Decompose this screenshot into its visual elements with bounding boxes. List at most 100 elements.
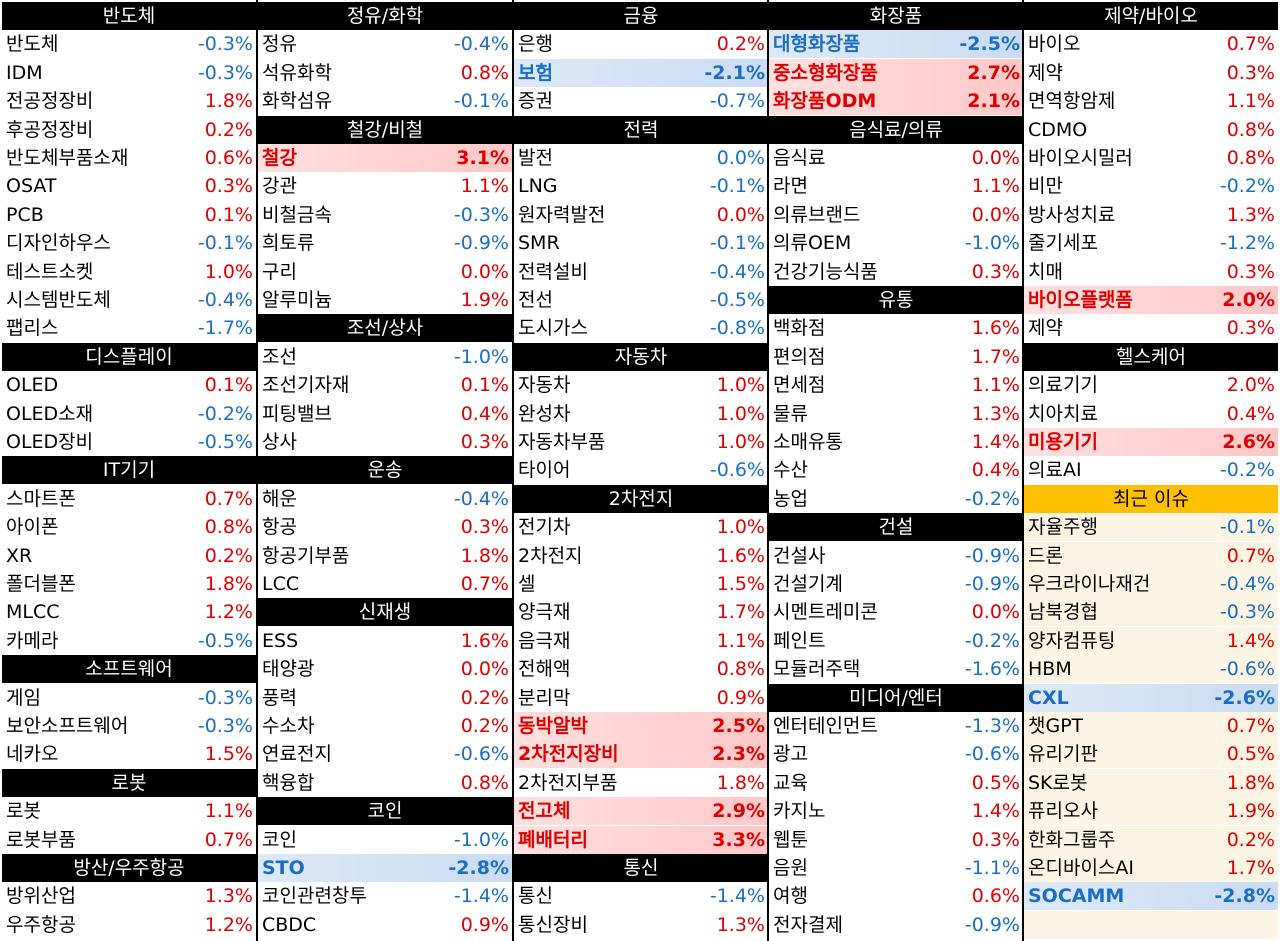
sector-row[interactable]: 통신장비 1.3% <box>514 911 768 939</box>
sector-row[interactable]: 편의점 1.7% <box>769 343 1023 371</box>
sector-row[interactable]: 팹리스 -1.7% <box>2 314 256 342</box>
sector-row[interactable]: 폴더블폰 1.8% <box>2 570 256 598</box>
sector-row[interactable]: 엔터테인먼트 -1.3% <box>769 712 1023 740</box>
sector-row[interactable]: 치아치료 0.4% <box>1024 400 1278 428</box>
sector-row[interactable]: 2차전지부품 1.8% <box>514 769 768 797</box>
sector-row[interactable]: 통신 -1.4% <box>514 882 768 910</box>
sector-row[interactable]: 정유 -0.4% <box>258 30 512 58</box>
sector-row[interactable]: 보험 -2.1% <box>514 58 768 87</box>
sector-row[interactable]: 로봇부품 0.7% <box>2 826 256 854</box>
sector-row[interactable]: 알루미늄 1.9% <box>258 286 512 314</box>
sector-row[interactable]: 풍력 0.2% <box>258 684 512 712</box>
sector-row[interactable]: 테스트소켓 1.0% <box>2 258 256 286</box>
sector-row[interactable]: 원자력발전 0.0% <box>514 201 768 229</box>
sector-row[interactable]: 상사 0.3% <box>258 428 512 456</box>
sector-row[interactable]: 발전 0.0% <box>514 144 768 172</box>
sector-row[interactable]: 모듈러주택 -1.6% <box>769 655 1023 683</box>
sector-row[interactable]: 구리 0.0% <box>258 258 512 286</box>
sector-row[interactable]: 자동차 1.0% <box>514 371 768 399</box>
sector-row[interactable]: 바이오플랫폼 2.0% <box>1024 286 1278 314</box>
sector-row[interactable]: 전력설비 -0.4% <box>514 258 768 286</box>
sector-row[interactable]: 교육 0.5% <box>769 769 1023 797</box>
sector-row[interactable]: 강관 1.1% <box>258 172 512 200</box>
sector-row[interactable]: 화학섬유 -0.1% <box>258 87 512 115</box>
sector-row[interactable]: 항공기부품 1.8% <box>258 542 512 570</box>
sector-row[interactable]: 은행 0.2% <box>514 30 768 58</box>
sector-row[interactable]: 조선기자재 0.1% <box>258 371 512 399</box>
sector-row[interactable]: 면세점 1.1% <box>769 371 1023 399</box>
sector-row[interactable]: CDMO 0.8% <box>1024 116 1278 144</box>
sector-row[interactable]: 소매유통 1.4% <box>769 428 1023 456</box>
sector-row[interactable]: 건설기계 -0.9% <box>769 570 1023 598</box>
sector-row[interactable]: 2차전지장비 2.3% <box>514 740 768 769</box>
sector-row[interactable]: 물류 1.3% <box>769 400 1023 428</box>
sector-row[interactable]: 음원 -1.1% <box>769 854 1023 882</box>
sector-row[interactable]: 의료기기 2.0% <box>1024 371 1278 399</box>
sector-row[interactable]: 치매 0.3% <box>1024 258 1278 286</box>
sector-row[interactable]: 농업 -0.2% <box>769 485 1023 513</box>
sector-row[interactable]: 건강기능식품 0.3% <box>769 258 1023 286</box>
sector-row[interactable]: 코인 -1.0% <box>258 826 512 854</box>
sector-row[interactable]: 챗GPT 0.7% <box>1024 712 1278 740</box>
sector-row[interactable]: 바이오시밀러 0.8% <box>1024 144 1278 172</box>
sector-row[interactable]: 분리막 0.9% <box>514 684 768 712</box>
sector-row[interactable]: 핵융합 0.8% <box>258 769 512 797</box>
sector-row[interactable]: 비철금속 -0.3% <box>258 201 512 229</box>
sector-row[interactable]: PCB 0.1% <box>2 201 256 229</box>
sector-row[interactable]: 전기차 1.0% <box>514 513 768 541</box>
sector-row[interactable]: 자동차부품 1.0% <box>514 428 768 456</box>
sector-row[interactable]: 증권 -0.7% <box>514 87 768 115</box>
sector-row[interactable]: 반도체 -0.3% <box>2 30 256 58</box>
sector-row[interactable]: 전자결제 -0.9% <box>769 911 1023 939</box>
sector-row[interactable]: 퓨리오사 1.9% <box>1024 797 1278 826</box>
sector-row[interactable]: 미용기기 2.6% <box>1024 428 1278 456</box>
sector-row[interactable]: 비만 -0.2% <box>1024 172 1278 200</box>
sector-row[interactable]: 로봇 1.1% <box>2 797 256 825</box>
sector-row[interactable]: 백화점 1.6% <box>769 314 1023 342</box>
sector-row[interactable]: 제약 0.3% <box>1024 59 1278 87</box>
sector-row[interactable]: 우크라이나재건 -0.4% <box>1024 570 1278 598</box>
sector-row[interactable]: 디자인하우스 -0.1% <box>2 229 256 257</box>
sector-row[interactable]: 수소차 0.2% <box>258 712 512 740</box>
sector-row[interactable]: 항공 0.3% <box>258 513 512 541</box>
sector-row[interactable]: 셀 1.5% <box>514 570 768 598</box>
sector-row[interactable]: 게임 -0.3% <box>2 684 256 712</box>
sector-row[interactable]: 화장품ODM 2.1% <box>769 87 1023 116</box>
sector-row[interactable]: 전해액 0.8% <box>514 655 768 683</box>
sector-row[interactable]: 동박알박 2.5% <box>514 712 768 740</box>
sector-row[interactable]: 아이폰 0.8% <box>2 513 256 541</box>
sector-row[interactable]: 남북경협 -0.3% <box>1024 598 1278 627</box>
sector-row[interactable]: 온디바이스AI 1.7% <box>1024 854 1278 882</box>
sector-row[interactable]: SMR -0.1% <box>514 229 768 257</box>
sector-row[interactable]: CBDC 0.9% <box>258 911 512 939</box>
sector-row[interactable]: 건설사 -0.9% <box>769 542 1023 570</box>
sector-row[interactable]: 우주항공 1.2% <box>2 911 256 939</box>
sector-row[interactable]: 음식료 0.0% <box>769 144 1023 172</box>
sector-row[interactable]: 2차전지 1.6% <box>514 542 768 570</box>
sector-row[interactable]: OLED장비 -0.5% <box>2 428 256 456</box>
sector-row[interactable]: 카메라 -0.5% <box>2 627 256 655</box>
sector-row[interactable]: 방위산업 1.3% <box>2 882 256 910</box>
sector-row[interactable]: OLED소재 -0.2% <box>2 400 256 428</box>
sector-row[interactable]: 수산 0.4% <box>769 456 1023 484</box>
sector-row[interactable]: 웹툰 0.3% <box>769 826 1023 854</box>
sector-row[interactable]: STO -2.8% <box>258 854 512 882</box>
sector-row[interactable]: OLED 0.1% <box>2 371 256 399</box>
sector-row[interactable]: LNG -0.1% <box>514 172 768 200</box>
sector-row[interactable]: 유리기판 0.5% <box>1024 740 1278 769</box>
sector-row[interactable]: 조선 -1.0% <box>258 343 512 371</box>
sector-row[interactable]: 보안소프트웨어 -0.3% <box>2 712 256 740</box>
sector-row[interactable]: 페인트 -0.2% <box>769 627 1023 655</box>
sector-row[interactable]: 해운 -0.4% <box>258 485 512 513</box>
sector-row[interactable]: 드론 0.7% <box>1024 541 1278 570</box>
sector-row[interactable]: 희토류 -0.9% <box>258 229 512 257</box>
sector-row[interactable]: 석유화학 0.8% <box>258 59 512 87</box>
sector-row[interactable]: 후공정장비 0.2% <box>2 116 256 144</box>
sector-row[interactable]: 완성차 1.0% <box>514 400 768 428</box>
sector-row[interactable]: 라면 1.1% <box>769 172 1023 200</box>
sector-row[interactable]: 의류브랜드 0.0% <box>769 201 1023 229</box>
sector-row[interactable]: 네카오 1.5% <box>2 740 256 768</box>
sector-row[interactable]: 의료AI -0.2% <box>1024 456 1278 484</box>
sector-row[interactable]: 제약 0.3% <box>1024 314 1278 342</box>
sector-row[interactable]: OSAT 0.3% <box>2 172 256 200</box>
